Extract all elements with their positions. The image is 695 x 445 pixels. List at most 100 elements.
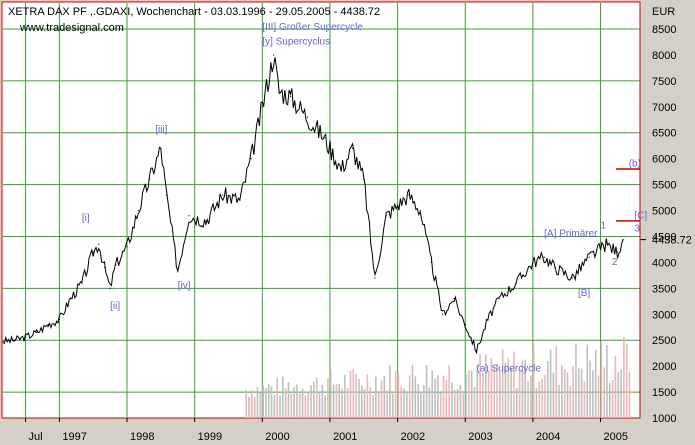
chart-frame [1,1,641,419]
price-point [36,331,38,334]
annotation-layer: [III] Großer Supercycle [y] Supercyclus [i… [82,22,647,374]
volume-bar [456,389,459,418]
volume-bar [431,370,434,418]
chart-source: www.tradesignal.com [19,22,124,34]
price-point [543,256,545,258]
volume-bar [546,361,549,418]
x-tick-label: 2001 [333,431,357,443]
volume-bar [566,372,569,418]
volume-bar [608,382,611,418]
volume-bar [459,384,462,418]
volume-bar [468,370,470,418]
price-point [13,339,15,341]
volume-bar [453,389,456,418]
volume-bar [408,375,411,418]
volume-bar [617,372,620,418]
volume-bar [544,375,546,418]
price-point [532,261,534,263]
price-point [385,215,387,217]
volume-bar [293,387,295,418]
volume-bar [245,389,247,418]
volume-bar [524,359,527,418]
volume-bar [329,370,332,418]
volume-bar [611,380,614,418]
volume-bar [623,336,625,418]
volume-bar [318,393,321,418]
volume-bar [603,367,605,418]
price-point [363,178,365,180]
price-point [571,277,573,279]
price-point [487,318,489,321]
volume-bar [530,375,532,418]
volume-bar [259,392,262,418]
volume-bar [296,384,298,418]
y-tick-label: 5500 [652,180,676,192]
price-point [498,298,500,300]
volume-bar [394,370,397,418]
volume-bar [267,384,270,418]
volume-bar [428,387,431,418]
price-point [306,116,309,118]
volume-bar [597,375,600,418]
x-tick-label: 1999 [198,431,222,443]
volume-bar [248,396,250,418]
y-tick-label: 5000 [652,206,676,218]
wave-annotation: [iv] [178,280,191,291]
y-tick-label: 8500 [652,24,676,36]
wave-annotation: [iii] [155,125,167,136]
volume-bar [270,386,273,418]
price-point [165,194,168,196]
volume-bar [555,346,558,418]
y-tick-label: 7000 [652,102,676,114]
x-tick-label: 1998 [130,431,154,443]
price-point [453,298,455,300]
volume-bar [321,384,324,418]
volume-bar [518,369,521,418]
volume-bar [563,369,566,418]
price-point [2,340,4,342]
volume-bar [445,379,448,418]
y-tick-label: 2500 [652,335,676,347]
volume-bar [549,349,552,418]
volume-bar [403,388,405,418]
price-line [2,57,624,355]
volume-bar [482,372,484,418]
volume-bar [391,393,394,418]
wave-annotation: 2 [612,257,618,268]
volume-bar [335,384,338,418]
axis-layer: 1000 1500 2000 2500 3000 3500 4000 4500 5000 5500… [25,3,692,443]
volume-bar [614,355,617,418]
price-point [515,282,517,284]
volume-bar [389,365,391,418]
volume-bar [552,372,555,418]
price-point [272,54,275,56]
volume-bar [386,390,388,418]
volume-bar [366,374,369,418]
wave-annotation: (a) Supercycle [477,363,542,374]
price-point [58,318,60,321]
price-point [137,209,139,212]
price-point [222,194,224,196]
volume-bar [620,369,622,418]
volume-bar [451,382,453,418]
x-tick-label: Jul [29,431,43,443]
volume-bar [383,375,386,418]
y-tick-label: 6500 [652,128,676,140]
price-point [250,158,252,160]
price-point [160,147,162,149]
wave-annotation: [y] Supercyclus [262,37,330,48]
volume-bar [442,375,445,418]
volume-bar [276,377,279,418]
volume-bar [287,382,290,418]
volume-bar [513,351,515,418]
y-tick-label: 3500 [652,283,676,295]
volume-bar [493,368,496,418]
volume-bar [397,372,400,418]
volume-bar [358,379,360,418]
volume-bar [360,385,363,418]
volume-bar [420,391,422,418]
volume-bar [251,390,253,418]
volume-bar [558,384,560,418]
last-value-label: 4438.72 [652,235,692,247]
volume-bar [538,381,541,418]
